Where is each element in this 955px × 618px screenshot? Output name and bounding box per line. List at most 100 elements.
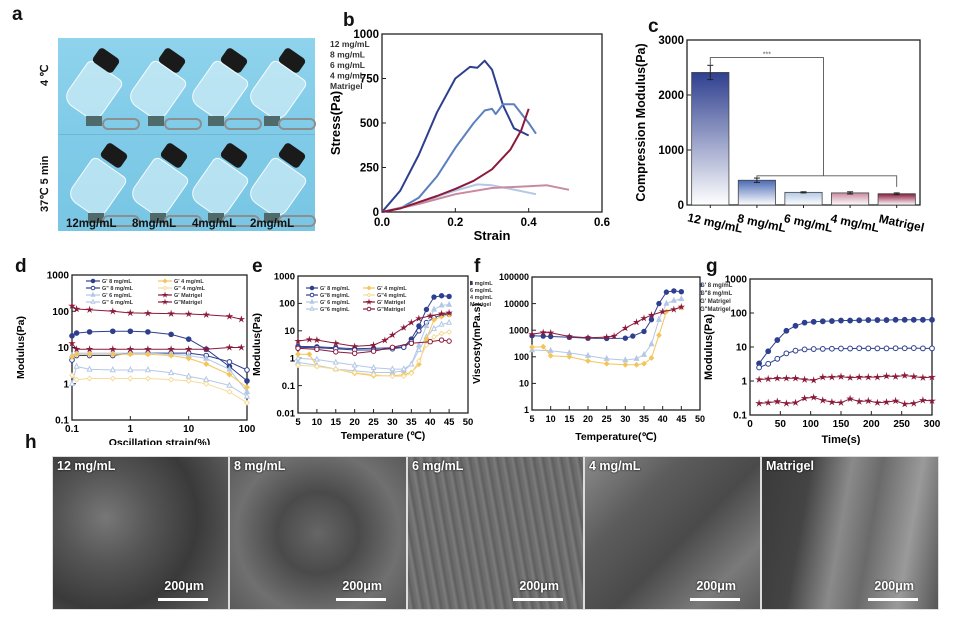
data-point: [415, 314, 423, 322]
legend-label: G' 6 mg/mL: [102, 293, 132, 299]
chart-d-strain-sweep: 0.1 1 10 100 0.1 1 10 100 1000 Oscillation strain…: [15, 271, 256, 446]
x-tick-label: 12 mg/mL: [686, 210, 744, 235]
scale-bar: [158, 598, 208, 601]
data-point: [846, 394, 855, 403]
binder-clip: [264, 213, 280, 223]
panel-letter-f: f: [474, 256, 481, 277]
data-point: [918, 373, 927, 381]
data-point: [72, 305, 81, 313]
data-point: [756, 364, 762, 371]
x-axis-label: Strain: [474, 228, 511, 243]
data-point: [90, 298, 96, 304]
legend-label: G" 6 mg/mL: [102, 300, 134, 306]
y-tick-label: 750: [360, 74, 379, 86]
data-point: [69, 333, 75, 339]
data-point: [470, 280, 473, 286]
data-point: [671, 288, 677, 294]
chart-b-stress-strain: 0.0 0.2 0.4 0.6 0 250 500 750 1000 Strain Stress(P…: [330, 29, 610, 243]
binder-clip: [148, 116, 164, 126]
legend-label: G"4 mg/mL: [377, 293, 407, 299]
data-point: [584, 351, 592, 358]
data-point: [641, 360, 647, 367]
data-point: [415, 357, 422, 364]
series-line: [531, 298, 682, 361]
data-point: [810, 346, 817, 352]
data-point: [184, 345, 193, 353]
data-point: [351, 361, 358, 368]
data-point: [446, 338, 452, 344]
data-point: [369, 341, 378, 349]
data-point: [389, 365, 396, 372]
data-point: [809, 393, 818, 401]
row-label-4c: 4 ℃: [39, 64, 51, 86]
data-point: [314, 346, 320, 353]
data-point: [144, 351, 151, 358]
data-point: [144, 366, 152, 373]
data-point: [920, 345, 926, 352]
x-tick-label: 30: [620, 414, 630, 424]
data-point: [167, 368, 175, 376]
data-point: [400, 373, 407, 380]
x-tick-label: 200: [863, 419, 880, 430]
x-tick-label: 0.2: [447, 217, 463, 229]
data-point: [891, 372, 900, 380]
data-point: [161, 291, 169, 298]
data-point: [800, 394, 809, 402]
data-point: [225, 343, 234, 351]
sem-label: Matrigel: [766, 459, 814, 473]
data-point: [243, 384, 251, 391]
data-point: [295, 351, 301, 358]
legend-label: G' 6 mg/mL: [320, 300, 350, 306]
data-point: [167, 345, 175, 353]
scale-bar-label: 200μm: [342, 579, 382, 593]
data-point: [801, 346, 808, 353]
data-point: [225, 312, 234, 320]
y-tick-label: 500: [360, 118, 379, 130]
data-point: [647, 311, 656, 319]
x-tick-label: 10: [183, 424, 195, 435]
data-point: [873, 372, 882, 381]
y-axis-label: Modulus(Pa): [251, 313, 263, 376]
data-point: [168, 352, 175, 359]
data-point: [446, 329, 453, 335]
data-point: [783, 327, 790, 334]
data-point: [381, 336, 389, 344]
data-point: [874, 345, 881, 352]
data-point: [313, 363, 320, 370]
y-tick-label: 1: [524, 405, 529, 415]
data-point: [641, 328, 647, 335]
y-tick-label: 0: [373, 207, 379, 219]
data-point: [389, 373, 396, 380]
data-point: [547, 333, 554, 340]
y-axis-label: Viscosty(mPa.s): [471, 303, 483, 384]
data-point: [901, 345, 908, 352]
data-point: [145, 329, 151, 335]
data-point: [810, 318, 817, 325]
data-point: [127, 375, 134, 382]
data-point: [827, 372, 836, 381]
data-point: [900, 371, 909, 379]
data-point: [630, 333, 636, 339]
data-point: [792, 322, 799, 329]
data-point: [416, 323, 422, 329]
data-point: [351, 350, 358, 357]
y-tick-label: 10: [736, 343, 748, 354]
data-point: [438, 330, 445, 337]
x-axis-label: Temperature(℃): [575, 431, 657, 443]
data-point: [366, 285, 372, 291]
scale-bar: [690, 598, 740, 601]
data-point: [791, 374, 800, 382]
data-point: [632, 318, 641, 326]
data-point: [294, 354, 302, 361]
data-point: [658, 307, 667, 315]
data-point: [161, 298, 169, 305]
data-point: [883, 317, 890, 323]
x-tick-label: 50: [775, 419, 787, 430]
legend-label: G' 8 mg/mL: [320, 286, 350, 292]
scale-bar-label: 200μm: [519, 579, 559, 593]
data-point: [388, 331, 397, 339]
data-point: [818, 372, 827, 381]
data-point: [678, 295, 685, 302]
data-point: [109, 328, 116, 335]
data-point: [438, 301, 445, 308]
